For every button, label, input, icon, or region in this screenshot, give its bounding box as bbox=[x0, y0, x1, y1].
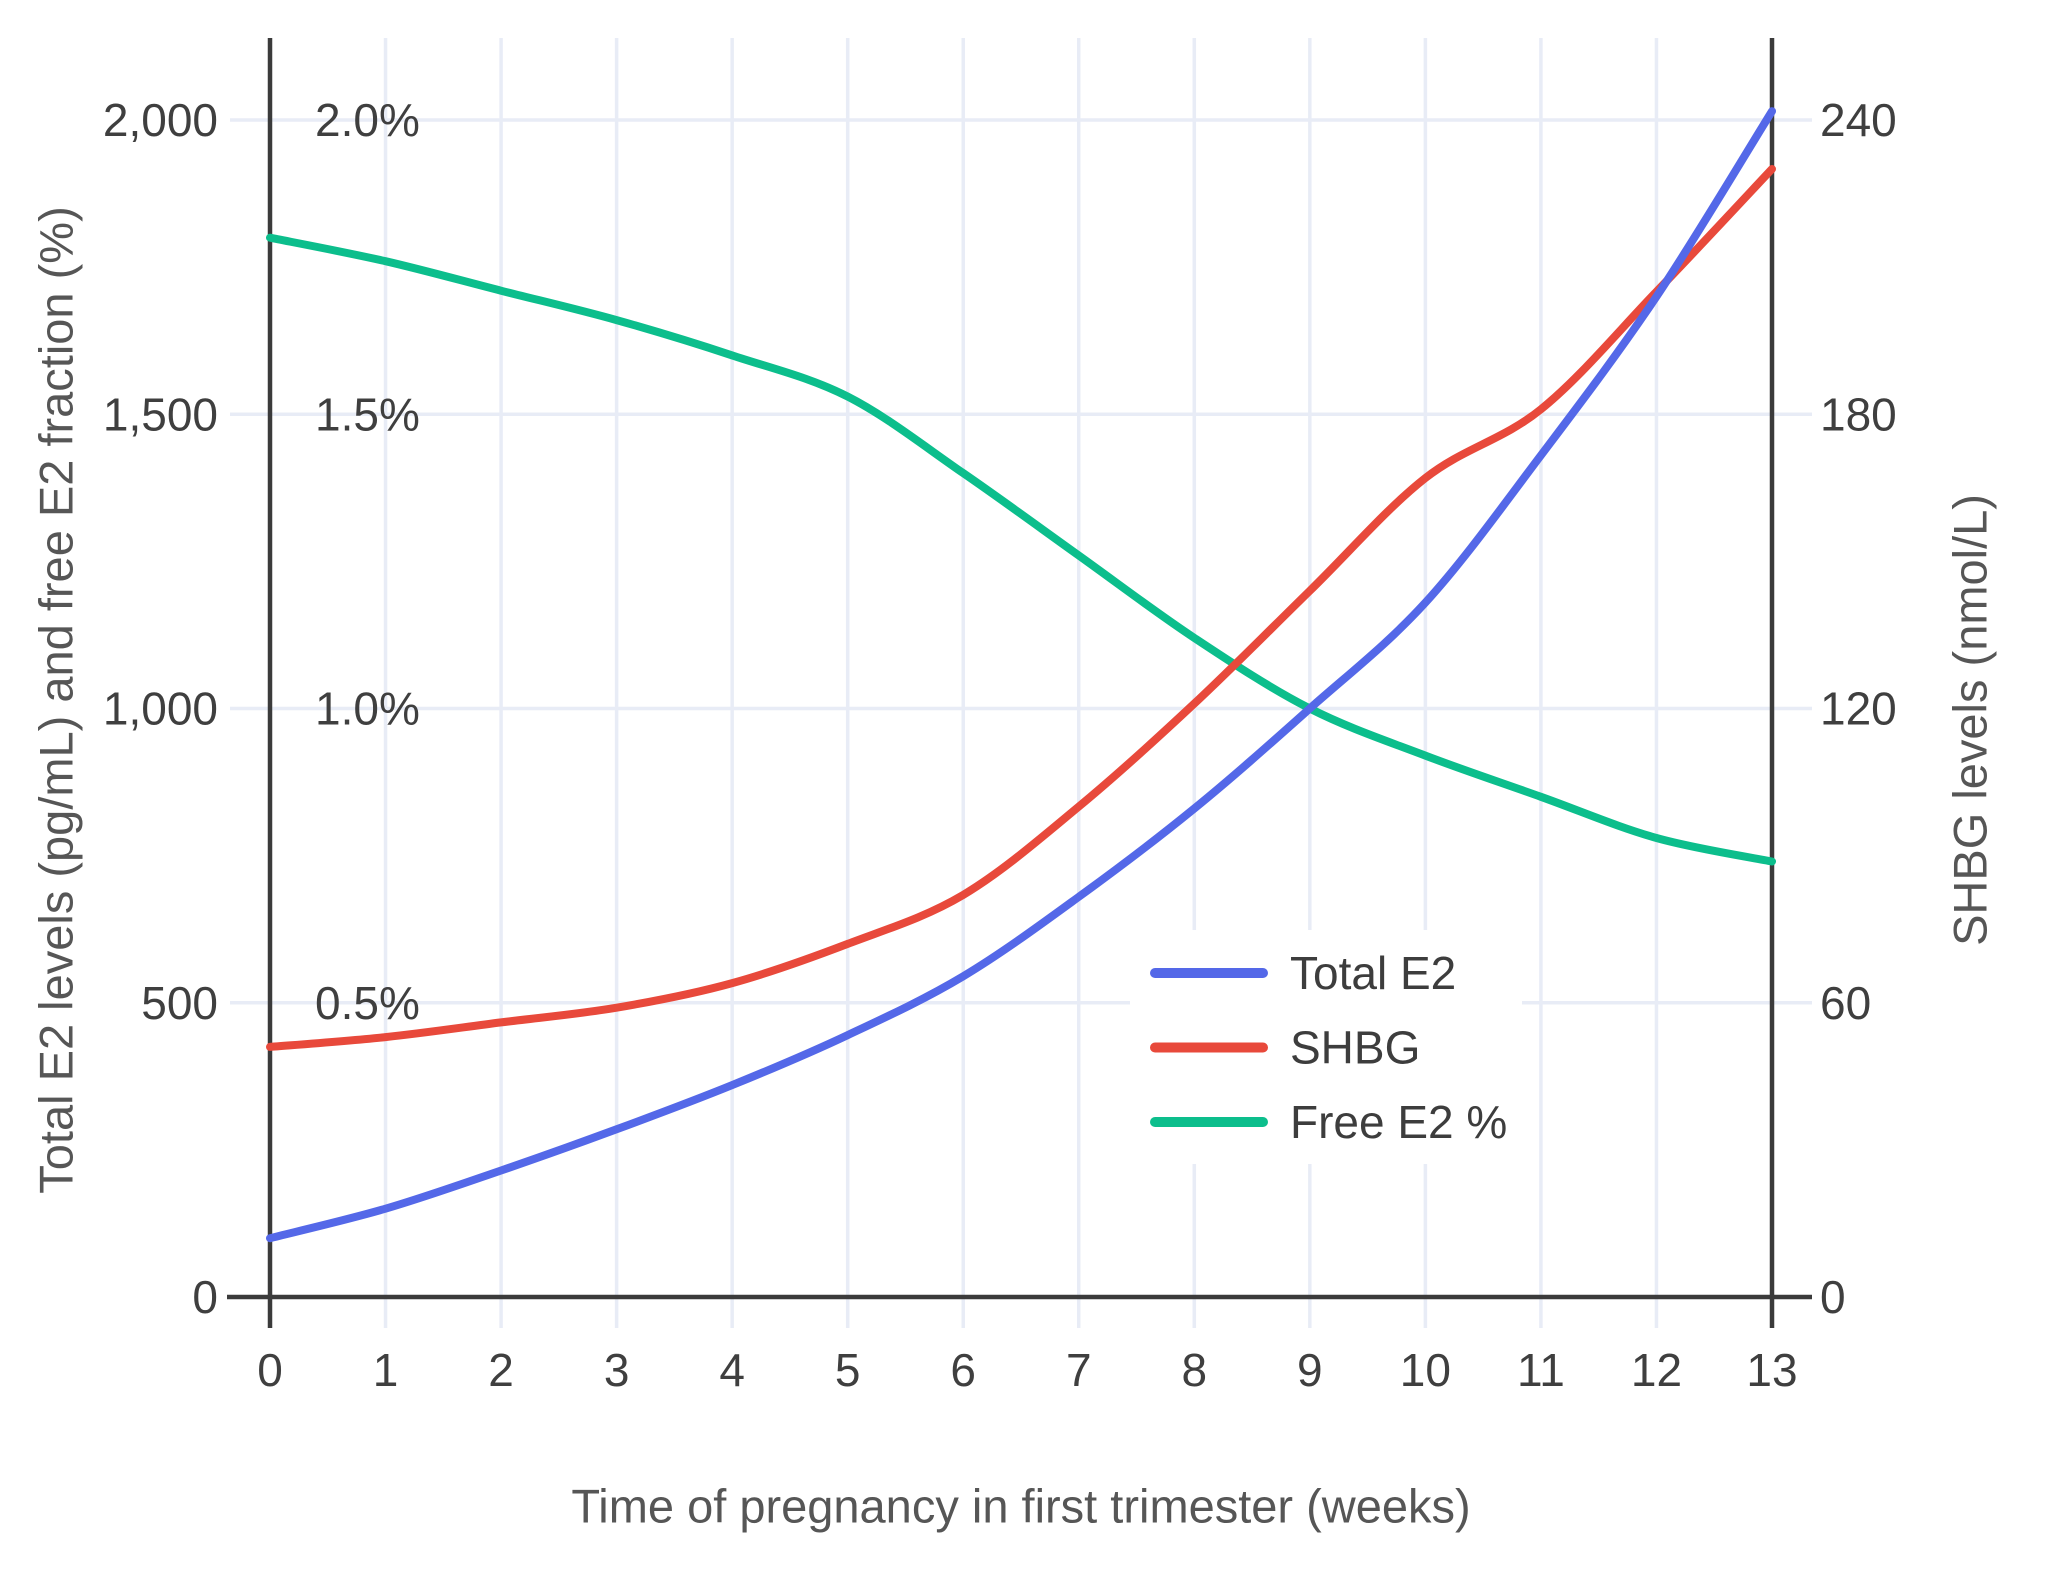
series-line-total-e2 bbox=[266, 107, 1776, 1243]
x-axis-tick-9: 9 bbox=[1297, 1344, 1323, 1396]
left-axis-tick-2000: 2,000 bbox=[103, 94, 218, 146]
percent-label-2-0: 2.0% bbox=[315, 94, 420, 146]
percent-label-0-5: 0.5% bbox=[315, 977, 420, 1029]
x-axis-tick-12: 12 bbox=[1631, 1344, 1682, 1396]
data-curves bbox=[266, 107, 1776, 1243]
right-axis-tick-240: 240 bbox=[1820, 94, 1897, 146]
x-axis-tick-8: 8 bbox=[1182, 1344, 1208, 1396]
x-axis-tick-2: 2 bbox=[488, 1344, 514, 1396]
left-axis-tick-1500: 1,500 bbox=[103, 388, 218, 440]
right-y-axis-title: SHBG levels (nmol/L) bbox=[1944, 494, 1997, 946]
left-axis-tick-500: 500 bbox=[141, 977, 218, 1029]
legend-label: Free E2 % bbox=[1290, 1096, 1507, 1148]
x-axis-tick-1: 1 bbox=[373, 1344, 399, 1396]
legend-label: Total E2 bbox=[1290, 947, 1456, 999]
legend: Total E2 SHBG Free E2 % bbox=[1130, 930, 1522, 1164]
x-axis-tick-5: 5 bbox=[835, 1344, 861, 1396]
x-axis-tick-10: 10 bbox=[1400, 1344, 1451, 1396]
tick-labels: 05001,0001,5002,0000.5%1.0%1.5%2.0%06012… bbox=[103, 94, 1897, 1396]
legend-item-total-e2[interactable]: Total E2 bbox=[1150, 947, 1456, 999]
axis-titles: Time of pregnancy in first trimester (we… bbox=[30, 206, 1997, 1532]
legend-label: SHBG bbox=[1290, 1022, 1420, 1074]
right-axis-tick-60: 60 bbox=[1820, 977, 1871, 1029]
x-axis-tick-13: 13 bbox=[1746, 1344, 1797, 1396]
gridlines bbox=[230, 38, 1812, 1328]
x-axis-tick-7: 7 bbox=[1066, 1344, 1092, 1396]
x-axis-title: Time of pregnancy in first trimester (we… bbox=[571, 1480, 1470, 1533]
percent-label-1-5: 1.5% bbox=[315, 388, 420, 440]
right-axis-tick-0: 0 bbox=[1820, 1271, 1846, 1323]
right-axis-tick-120: 120 bbox=[1820, 683, 1897, 735]
x-axis-tick-11: 11 bbox=[1517, 1344, 1565, 1396]
axis-lines bbox=[227, 38, 1812, 1328]
legend-item-shbg[interactable]: SHBG bbox=[1150, 1022, 1420, 1074]
left-axis-tick-1000: 1,000 bbox=[103, 683, 218, 735]
x-axis-tick-6: 6 bbox=[950, 1344, 976, 1396]
x-axis-tick-3: 3 bbox=[604, 1344, 630, 1396]
right-axis-tick-180: 180 bbox=[1820, 388, 1897, 440]
series-line-free-e2 bbox=[266, 233, 1776, 866]
series-line-shbg bbox=[266, 165, 1776, 1051]
percent-label-1-0: 1.0% bbox=[315, 683, 420, 735]
legend-item-free-e2[interactable]: Free E2 % bbox=[1150, 1096, 1507, 1148]
x-axis-tick-0: 0 bbox=[257, 1344, 283, 1396]
left-y-axis-title: Total E2 levels (pg/mL) and free E2 frac… bbox=[30, 206, 83, 1193]
left-axis-tick-0: 0 bbox=[192, 1271, 218, 1323]
x-axis-tick-4: 4 bbox=[719, 1344, 745, 1396]
